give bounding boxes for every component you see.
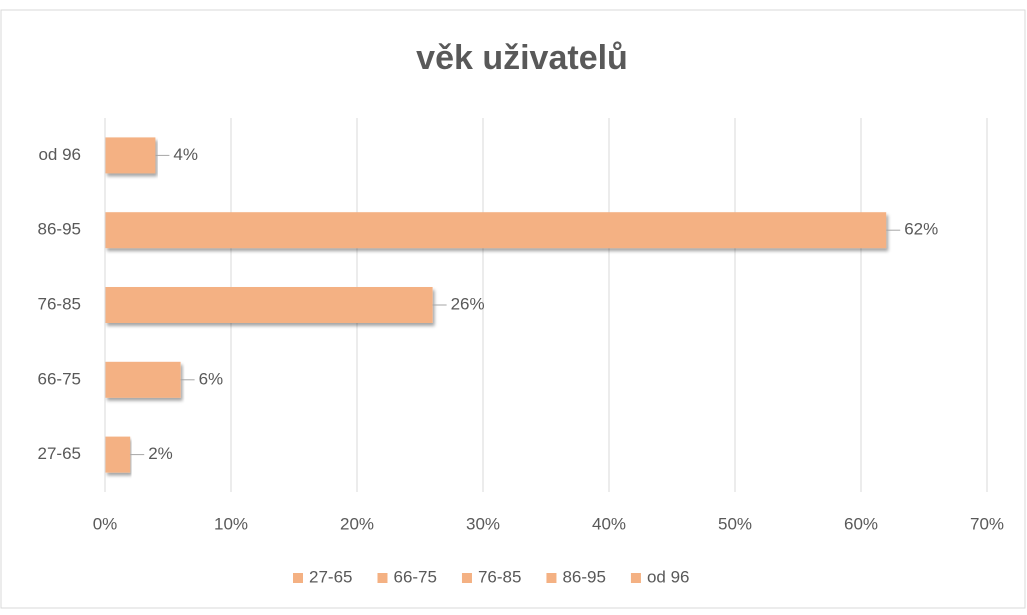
legend-label: 66-75 [393,567,436,586]
legend-swatch [630,573,641,583]
x-tick-label: 50% [718,514,752,533]
y-tick-label: 66-75 [38,369,81,388]
x-tick-label: 60% [844,514,878,533]
bar [105,212,887,249]
x-tick-label: 30% [466,514,500,533]
x-tick-label: 0% [93,514,118,533]
bar [105,361,181,398]
legend-swatch [546,573,557,583]
data-label: 26% [451,294,485,313]
y-tick-label: 76-85 [38,294,81,313]
data-label: 62% [904,220,938,239]
legend-label: 76-85 [478,567,521,586]
legend-swatch [461,573,472,583]
legend-swatch [377,573,388,583]
data-label: 2% [148,444,173,463]
legend-label: od 96 [647,567,690,586]
x-tick-label: 10% [214,514,248,533]
y-tick-label: 86-95 [38,220,81,239]
legend-label: 86-95 [562,567,605,586]
x-tick-label: 20% [340,514,374,533]
data-label: 6% [199,369,224,388]
bar [105,436,131,473]
chart-title: věk uživatelů [416,39,628,77]
x-tick-label: 40% [592,514,626,533]
bar [105,137,156,174]
y-tick-label: 27-65 [38,444,81,463]
data-label: 4% [173,145,198,164]
x-tick-label: 70% [970,514,1004,533]
y-tick-label: od 96 [38,145,81,164]
legend-label: 27-65 [309,567,352,586]
legend-swatch [293,573,303,583]
bar [105,287,433,323]
